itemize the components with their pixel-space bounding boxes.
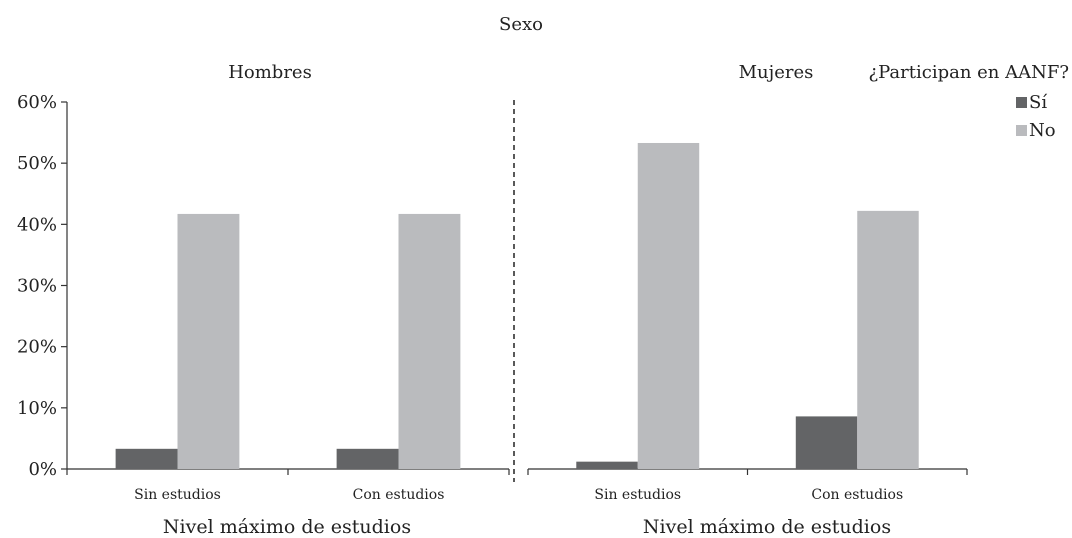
- legend-swatch-si: [1016, 97, 1027, 108]
- y-tick-label: 0%: [28, 459, 57, 480]
- bar-mujeres-si-0: [576, 461, 638, 469]
- x-tick-label: Con estudios: [353, 487, 445, 503]
- panel-hombres: 0% 10% 20% 30% 40% 50% 60% Sin estudios Con estu…: [17, 92, 510, 503]
- bar-mujeres-no-1: [857, 210, 919, 470]
- panel-title-mujeres: Mujeres: [739, 62, 814, 83]
- bar-mujeres-no-0: [637, 142, 700, 469]
- legend-label-no: No: [1029, 120, 1056, 141]
- chart-title: Sexo: [499, 14, 543, 35]
- y-tick-label: 20%: [17, 337, 57, 358]
- x-axis-label-hombres: Nivel máximo de estudios: [163, 516, 411, 538]
- x-tick-label: Sin estudios: [134, 487, 221, 503]
- legend-swatch-no: [1016, 125, 1027, 136]
- y-tick-label: 50%: [17, 153, 57, 174]
- y-tick-label: 40%: [17, 214, 57, 235]
- panel-title-hombres: Hombres: [228, 62, 312, 83]
- legend-title: ¿Participan en AANF?: [868, 62, 1069, 83]
- bar-mujeres-si-1: [795, 416, 858, 469]
- x-tick-label: Con estudios: [811, 487, 903, 503]
- bar-hombres-si-0: [115, 448, 178, 469]
- y-tick-label: 60%: [17, 92, 57, 113]
- bar-hombres-no-0: [177, 213, 240, 469]
- panel-mujeres: Sin estudios Con estudios: [527, 142, 968, 503]
- bar-hombres-si-1: [336, 448, 399, 469]
- x-axis-label-mujeres: Nivel máximo de estudios: [643, 516, 891, 538]
- y-tick-label: 30%: [17, 276, 57, 297]
- legend-label-si: Sí: [1029, 92, 1047, 113]
- x-tick-label: Sin estudios: [594, 487, 681, 503]
- bar-hombres-no-1: [398, 213, 461, 469]
- y-tick-label: 10%: [17, 398, 57, 419]
